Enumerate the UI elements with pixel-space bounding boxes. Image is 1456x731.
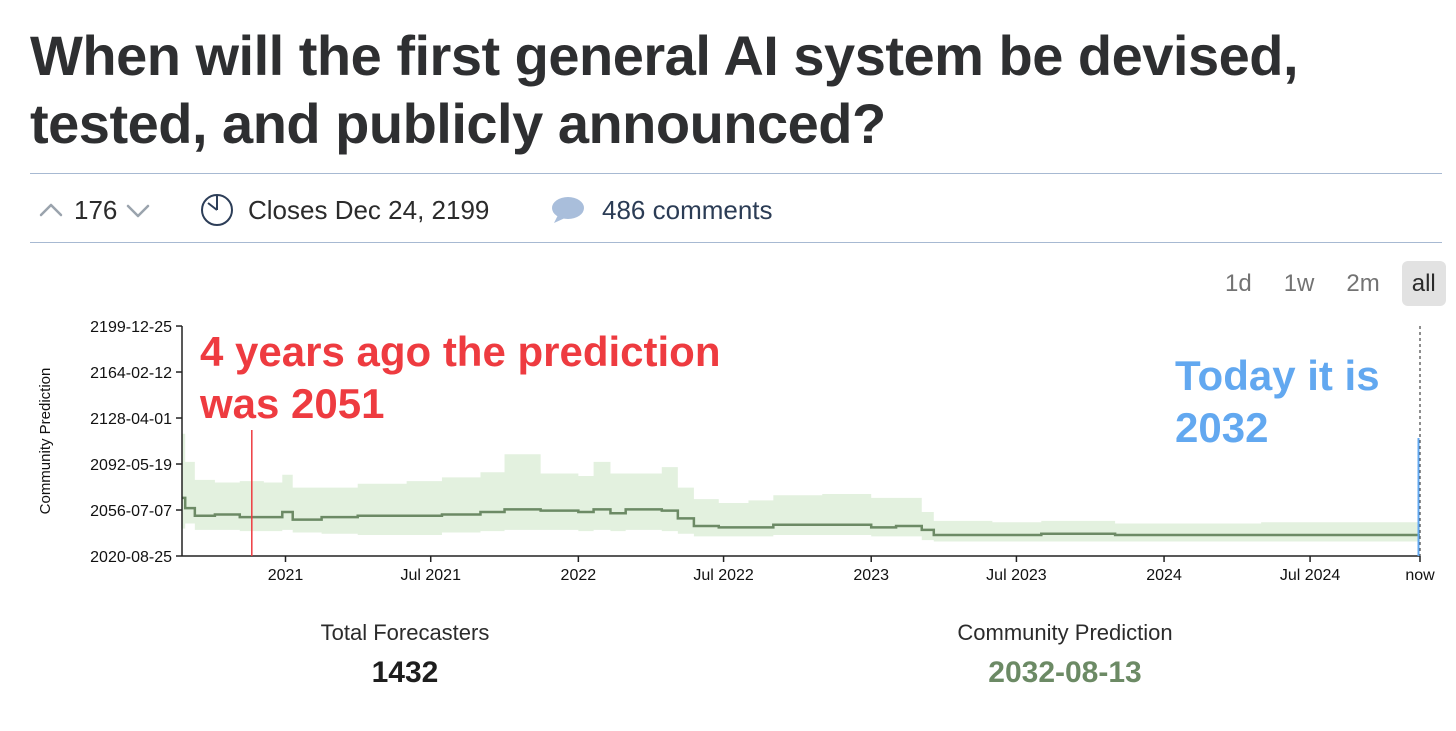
- x-tick-label: 2023: [853, 567, 889, 584]
- range-button-1d[interactable]: 1d: [1225, 270, 1252, 297]
- comments-count: 486 comments: [602, 194, 773, 225]
- prediction-line: [182, 496, 1420, 537]
- x-tick-label: Jul 2022: [693, 567, 754, 584]
- y-tick-label: 2164-02-12: [90, 365, 172, 382]
- clock-icon: [201, 194, 233, 226]
- past-prediction-annotation: was 2051: [199, 380, 385, 427]
- x-tick-label: Jul 2024: [1280, 567, 1341, 584]
- x-tick-label: 2021: [268, 567, 304, 584]
- divider-bottom: [30, 242, 1442, 243]
- total-forecasters-label: Total Forecasters: [320, 620, 490, 645]
- community-prediction-value: 2032-08-13: [988, 656, 1142, 689]
- y-axis-label: Community Prediction: [37, 368, 54, 515]
- x-tick-label: 2022: [561, 567, 597, 584]
- vote-count: 176: [74, 194, 118, 225]
- comment-bubble-icon: [552, 197, 584, 223]
- y-tick-label: 2020-08-25: [90, 549, 172, 566]
- today-annotation: Today it is: [1175, 352, 1380, 399]
- chevron-up-icon[interactable]: [38, 197, 64, 223]
- close-date-text: Closes Dec 24, 2199: [248, 194, 490, 225]
- annotation-layer: 4 years ago the prediction was 2051 Today …: [199, 328, 1420, 556]
- total-forecasters-value: 1432: [371, 656, 439, 689]
- community-prediction-label: Community Prediction: [957, 620, 1173, 645]
- y-tick-label: 2128-04-01: [90, 411, 172, 428]
- range-button-all[interactable]: all: [1401, 261, 1446, 306]
- x-tick-label: now: [1405, 567, 1435, 584]
- y-tick-label: 2092-05-19: [90, 457, 172, 474]
- y-tick-label: 2056-07-07: [90, 503, 172, 520]
- y-tick-label: 2199-12-25: [90, 319, 172, 336]
- divider-top: [30, 173, 1442, 174]
- close-date: Closes Dec 24, 2199: [200, 189, 489, 231]
- comments-link[interactable]: 486 comments: [550, 189, 773, 231]
- question-title: When will the first general AI system be…: [30, 24, 1299, 155]
- chevron-down-icon[interactable]: [125, 197, 151, 223]
- range-button-2m[interactable]: 2m: [1346, 270, 1380, 297]
- uncertainty-band: [182, 433, 1420, 542]
- prediction-line-layer: [182, 496, 1420, 537]
- community-prediction-chart: 2020-08-25 2056-07-07 2092-05-19 2128-04-01…: [37, 319, 1435, 584]
- x-tick-label: Jul 2023: [986, 567, 1047, 584]
- x-tick-label: Jul 2021: [400, 567, 461, 584]
- past-prediction-annotation: 4 years ago the prediction: [200, 328, 721, 375]
- vote-widget: 176: [38, 189, 151, 231]
- time-range-selector: 1d 1w 2m all: [1203, 261, 1446, 306]
- today-annotation: 2032: [1175, 404, 1268, 451]
- range-button-1w[interactable]: 1w: [1283, 270, 1315, 297]
- axes-layer: 2020-08-25 2056-07-07 2092-05-19 2128-04-01…: [37, 319, 1435, 584]
- x-tick-label: 2024: [1146, 567, 1182, 584]
- uncertainty-band-layer: [182, 433, 1420, 542]
- community-prediction-stat: Community Prediction 2032-08-13: [915, 620, 1215, 690]
- total-forecasters-stat: Total Forecasters 1432: [255, 620, 555, 690]
